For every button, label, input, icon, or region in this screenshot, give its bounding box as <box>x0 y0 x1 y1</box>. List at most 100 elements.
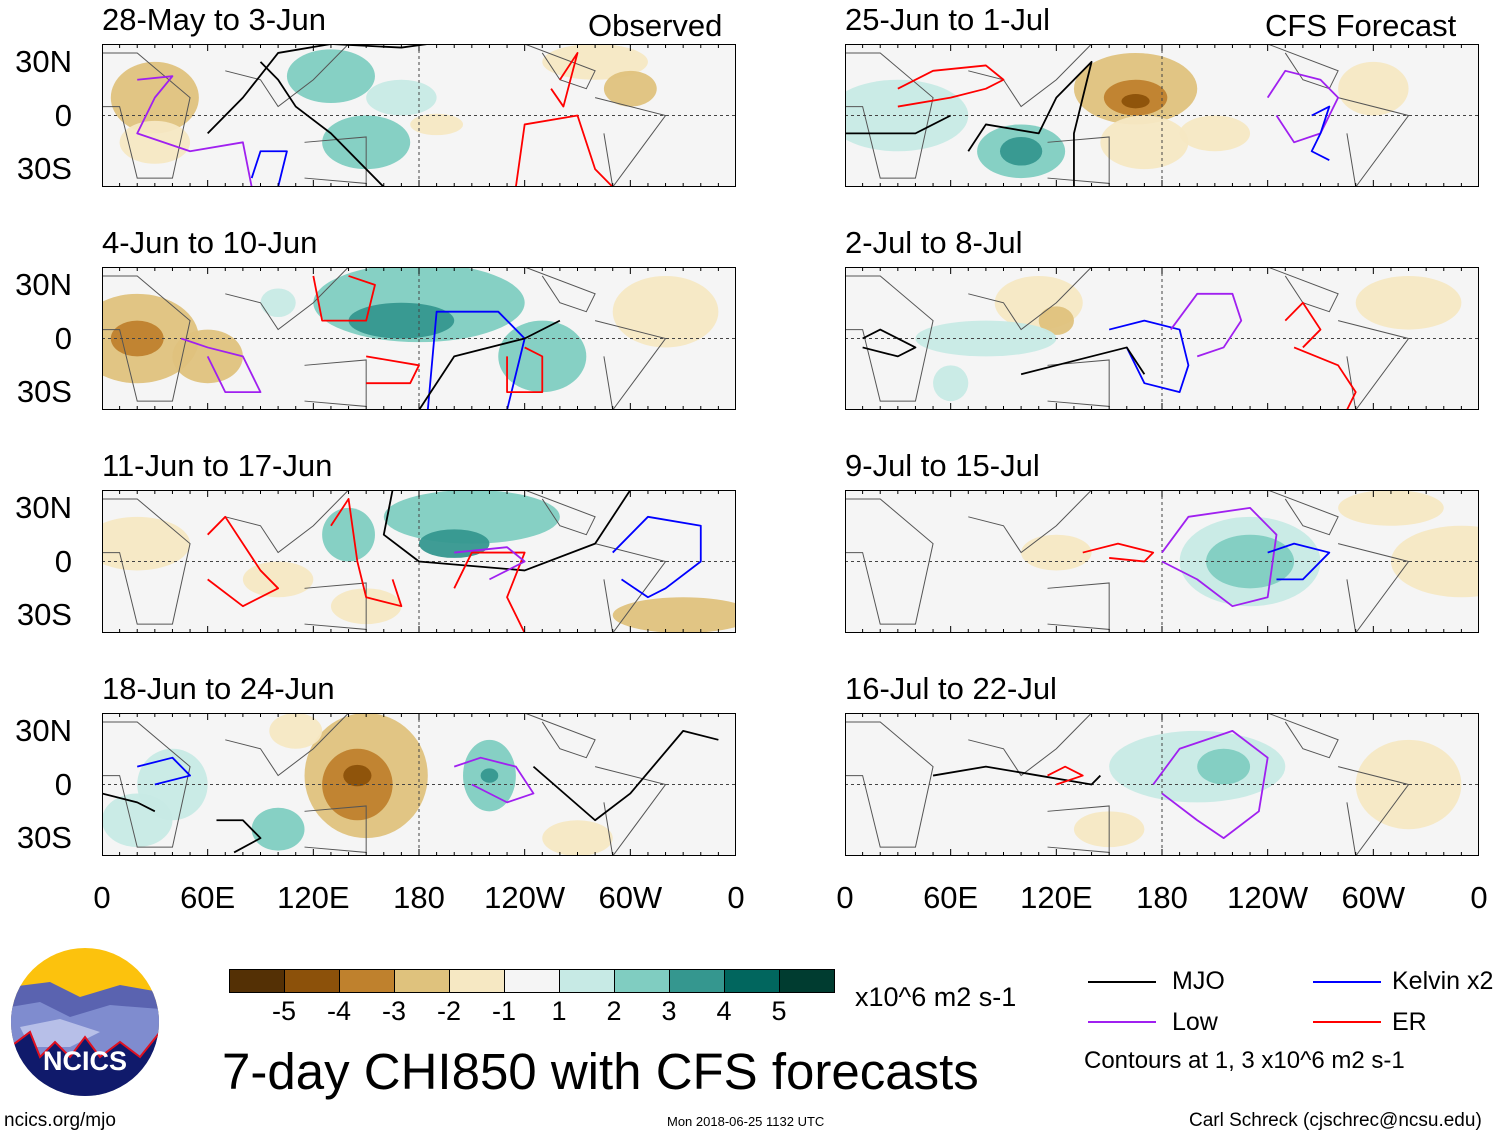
wave-contour <box>426 310 526 410</box>
legend-kelvin: Kelvin x2 <box>1392 967 1494 995</box>
coastline <box>1337 766 1410 856</box>
coastline <box>594 766 667 856</box>
y-tick-label: 30S <box>16 151 72 187</box>
anomaly-shading <box>260 288 296 318</box>
x-tick-label: 0 <box>836 880 854 915</box>
coastline <box>845 498 934 625</box>
wave-contour <box>612 515 702 599</box>
anomaly-shading <box>348 302 455 339</box>
anomaly-shading <box>1179 115 1251 152</box>
wave-contour <box>1266 69 1340 144</box>
panel-title: 18-Jun to 24-Jun <box>102 671 335 706</box>
y-tick-label: 30N <box>15 489 72 525</box>
panel-title: 28-May to 3-Jun <box>102 2 326 37</box>
x-tick-label: 0 <box>727 880 745 915</box>
anomaly-shading <box>1100 115 1189 170</box>
wave-contour <box>1293 346 1357 410</box>
y-tick-label: 30S <box>16 374 72 410</box>
panel-title: 16-Jul to 22-Jul <box>845 671 1057 706</box>
y-tick-label: 30S <box>16 820 72 856</box>
wave-contour <box>382 490 632 572</box>
anomaly-shading <box>366 79 437 116</box>
author-credit: Carl Schreck (cjschrec@ncsu.edu) <box>1189 1110 1482 1131</box>
y-tick-label: 30N <box>15 43 72 79</box>
coastline <box>304 582 367 630</box>
wave-contour <box>366 355 420 385</box>
colorbar-label: -3 <box>381 996 407 1026</box>
colorbar-swatch <box>450 970 505 992</box>
coastline <box>1047 359 1110 407</box>
colorbar-swatch <box>670 970 725 992</box>
anomaly-shading <box>322 507 375 562</box>
x-tick-label: 180 <box>1136 880 1188 915</box>
y-tick-label: 0 <box>54 97 72 133</box>
anomaly-shading <box>999 136 1043 166</box>
y-tick-label: 30S <box>16 597 72 633</box>
anomaly-shading <box>410 113 464 136</box>
legend-er: ER <box>1392 1008 1427 1036</box>
coastline <box>968 44 1092 108</box>
wave-contour <box>1082 542 1155 563</box>
legend-low-line <box>1088 1021 1156 1023</box>
colorbar-label: 3 <box>661 996 677 1026</box>
colorbar <box>229 969 835 993</box>
anomaly-shading <box>480 768 499 783</box>
colorbar-swatch <box>340 970 395 992</box>
x-tick-label: 60E <box>180 880 236 915</box>
coastline <box>968 713 1092 777</box>
map-panel <box>102 713 736 856</box>
wave-contour <box>932 765 1102 786</box>
panel-title: 25-Jun to 1-Jul <box>845 2 1051 37</box>
wave-contour <box>514 114 614 187</box>
figure-title: 7-day CHI850 with CFS forecasts <box>222 1043 979 1100</box>
anomaly-shading <box>102 793 173 848</box>
anomaly-shading <box>1355 275 1462 330</box>
coastline <box>524 490 596 536</box>
coastline <box>1047 136 1110 184</box>
x-tick-label: 0 <box>93 880 111 915</box>
wave-contour <box>137 756 191 786</box>
coastline <box>968 490 1092 554</box>
colorbar-label: -1 <box>491 996 517 1026</box>
map-panel <box>102 44 736 187</box>
anomaly-shading <box>269 713 323 749</box>
anomaly-shading <box>1206 534 1295 589</box>
coastline <box>1267 267 1339 313</box>
website-link[interactable]: ncics.org/mjo <box>4 1110 116 1131</box>
wave-contour <box>102 792 156 813</box>
x-tick-label: 60W <box>598 880 663 915</box>
wave-contour <box>180 337 262 394</box>
wave-contour <box>1108 319 1190 394</box>
coastline <box>1267 713 1339 759</box>
wave-contour <box>207 44 428 135</box>
colorbar-swatch <box>560 970 615 992</box>
wave-contour <box>250 150 288 187</box>
map-panel <box>845 44 1479 187</box>
coastline <box>524 267 596 313</box>
coastline <box>1337 97 1410 187</box>
coastline <box>1047 582 1110 630</box>
panel-title: 9-Jul to 15-Jul <box>845 448 1040 483</box>
map-panel <box>102 267 736 410</box>
colorbar-units: x10^6 m2 s-1 <box>855 982 1017 1012</box>
coastline <box>1047 805 1110 853</box>
map-panel <box>845 267 1479 410</box>
coastline <box>225 267 349 331</box>
anomaly-shading <box>612 597 736 633</box>
coastline <box>102 721 191 848</box>
wave-contour <box>1161 506 1278 608</box>
anomaly-shading <box>1338 61 1409 116</box>
coastline <box>524 713 596 759</box>
coastline <box>225 44 349 108</box>
anomaly-shading <box>542 820 613 856</box>
y-tick-label: 30N <box>15 266 72 302</box>
logo-text: NCICS <box>43 1046 127 1076</box>
coastline <box>594 97 667 187</box>
anomaly-shading <box>383 490 560 544</box>
wave-contour <box>330 498 403 608</box>
anomaly-shading <box>119 120 191 164</box>
coastline <box>225 713 349 777</box>
wave-contour <box>845 114 952 135</box>
anomaly-shading <box>612 275 719 348</box>
legend-low: Low <box>1172 1008 1218 1036</box>
